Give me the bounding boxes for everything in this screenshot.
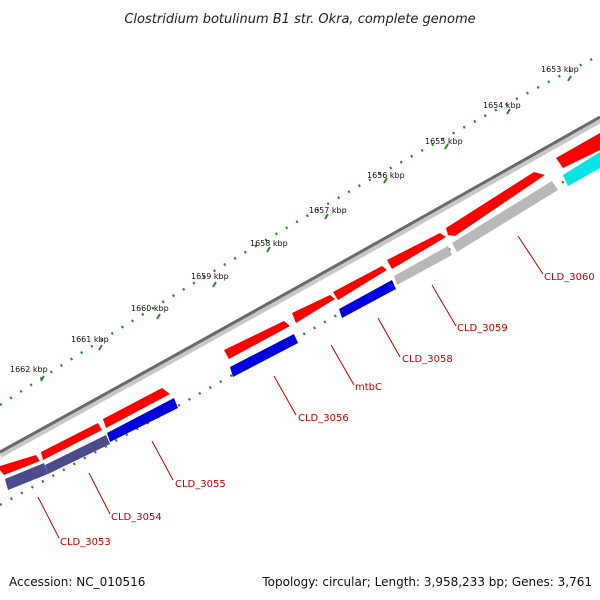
gene-label[interactable]: CLD_3059 <box>457 323 508 334</box>
tick-label: 1656 kbp <box>367 171 405 180</box>
gene-label[interactable]: CLD_3056 <box>298 413 349 424</box>
gene-label[interactable]: mtbC <box>355 382 382 393</box>
gene-label[interactable]: CLD_3055 <box>175 479 226 490</box>
gene-arrow-forward[interactable] <box>333 266 387 300</box>
label-leaders <box>37 235 544 539</box>
gene-arrow-forward[interactable] <box>41 423 102 460</box>
gene-arrow-reverse[interactable] <box>5 463 48 490</box>
gene-arrow-reverse[interactable] <box>563 152 600 186</box>
gene-arrow-reverse[interactable] <box>45 435 110 474</box>
gene-arrow-forward[interactable] <box>446 172 545 236</box>
gene-labels: CLD_3060 CLD_3059 CLD_3058 mtbC CLD_3056… <box>60 272 595 548</box>
tick-label: 1660 kbp <box>131 304 169 313</box>
gene-arrow-forward[interactable] <box>224 321 290 359</box>
gene-arrow-reverse[interactable] <box>339 280 396 318</box>
gene-label[interactable]: CLD_3054 <box>111 512 162 523</box>
tick-label: 1655 kbp <box>425 137 463 146</box>
gene-arrow-reverse[interactable] <box>107 398 178 442</box>
tick-label: 1659 kbp <box>191 272 229 281</box>
tick-label: 1661 kbp <box>71 335 109 344</box>
reverse-genes <box>5 152 600 490</box>
tick-label: 1658 kbp <box>250 239 288 248</box>
gene-label[interactable]: CLD_3060 <box>544 272 595 283</box>
backbone-shadow <box>0 117 600 458</box>
gene-arrow-reverse[interactable] <box>230 334 298 377</box>
tick-label: 1653 kbp <box>541 65 579 74</box>
backbone <box>0 115 600 454</box>
gene-arrow-forward[interactable] <box>292 295 335 323</box>
tick-label: 1654 kbp <box>483 101 521 110</box>
accession-text: Accession: NC_010516 <box>9 575 145 589</box>
gene-label[interactable]: CLD_3053 <box>60 537 111 548</box>
tick-labels: 1653 kbp 1654 kbp 1655 kbp 1656 kbp 1657… <box>10 65 579 374</box>
gene-arrow-forward[interactable] <box>387 233 446 269</box>
gene-arrow-reverse[interactable] <box>452 181 558 252</box>
major-ticks <box>40 75 572 382</box>
tick-label: 1662 kbp <box>10 365 48 374</box>
gene-arrow-forward[interactable] <box>103 388 170 428</box>
gene-arrow-forward[interactable] <box>556 133 600 168</box>
gene-arrow-reverse[interactable] <box>394 246 452 285</box>
scale-ring-inner <box>0 158 600 507</box>
map-title: Clostridium botulinum B1 str. Okra, comp… <box>124 12 475 27</box>
gene-label[interactable]: CLD_3058 <box>402 354 453 365</box>
forward-genes <box>0 133 600 475</box>
tick-label: 1657 kbp <box>309 206 347 215</box>
gene-arrow-forward[interactable] <box>0 455 40 475</box>
genome-summary: Topology: circular; Length: 3,958,233 bp… <box>261 575 592 589</box>
